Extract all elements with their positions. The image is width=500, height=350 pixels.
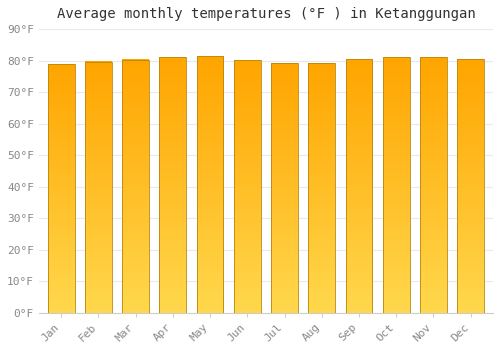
Bar [160,57,186,313]
Bar [48,64,74,313]
Title: Average monthly temperatures (°F ) in Ketanggungan: Average monthly temperatures (°F ) in Ke… [56,7,476,21]
Bar [85,62,112,313]
Bar [122,60,149,313]
Bar [383,57,409,313]
Bar [271,63,298,313]
Bar [420,57,447,313]
Bar [458,59,484,313]
Bar [346,59,372,313]
Bar [234,60,260,313]
Bar [308,63,335,313]
Bar [196,56,224,313]
